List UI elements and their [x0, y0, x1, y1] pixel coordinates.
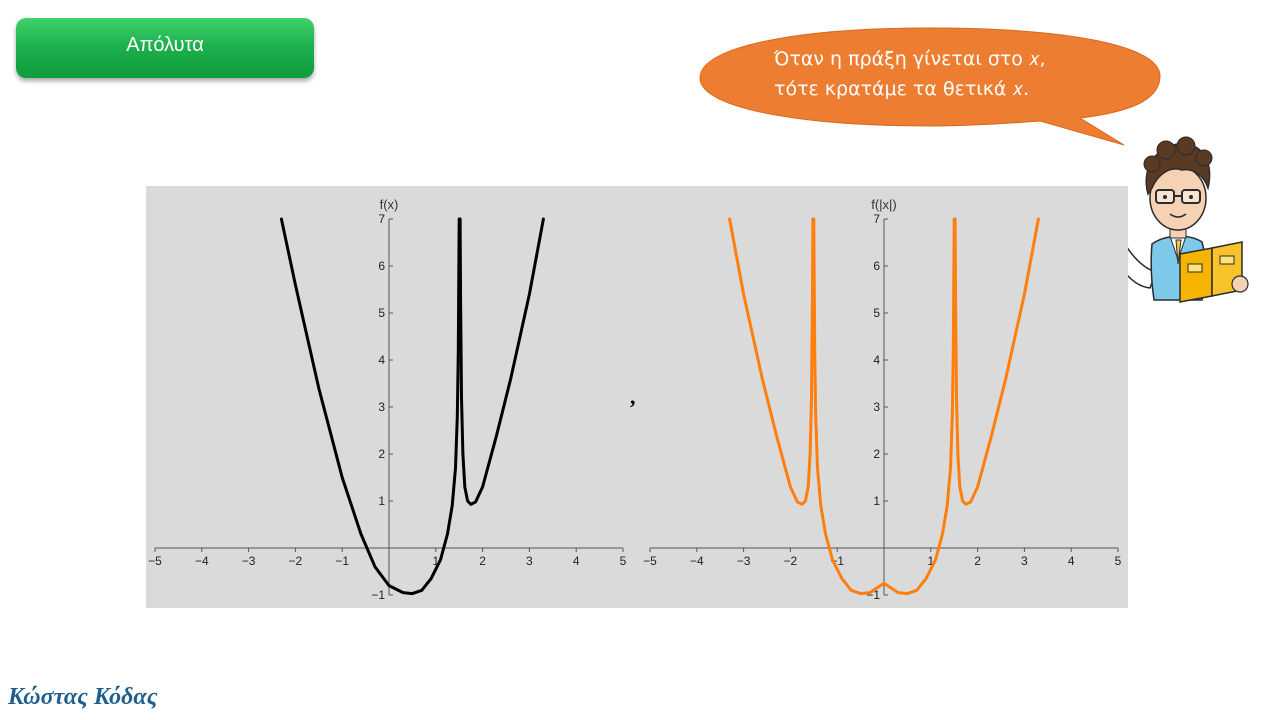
chart-1: −5 −4 −3 −2 −1 1 2 3 4 5 −1 1 2 3 4 5 6 7f(x)	[148, 197, 627, 602]
series-line-2	[458, 217, 545, 506]
title-label: Απόλυτα	[126, 33, 204, 56]
bubble-line-1: Όταν η πράξη γίνεται στο 𝑥,	[774, 48, 1046, 70]
y-axis-label: f(|x|)	[871, 197, 897, 212]
y-tick-label: 4	[378, 353, 385, 367]
author-signature: Κώστας Κόδας	[8, 684, 158, 710]
y-tick-label: 7	[378, 212, 385, 226]
speech-bubble-shape	[699, 27, 1161, 146]
x-tick-label: 4	[573, 554, 580, 568]
x-tick-label: 4	[1068, 554, 1075, 568]
title-button[interactable]: Απόλυτα	[16, 18, 314, 78]
x-tick-label: −1	[335, 554, 349, 568]
x-tick-label: −2	[784, 554, 798, 568]
y-tick-label: 5	[873, 306, 880, 320]
series-line-1	[279, 217, 461, 596]
y-tick-label: 1	[873, 494, 880, 508]
x-tick-label: −2	[289, 554, 303, 568]
y-tick-label: 7	[873, 212, 880, 226]
y-tick-label: 2	[873, 447, 880, 461]
x-tick-label: −3	[242, 554, 256, 568]
x-tick-label: 5	[1115, 554, 1122, 568]
x-tick-label: −4	[690, 554, 704, 568]
bubble-line-2: τότε κρατάμε τα θετικά 𝑥.	[774, 78, 1030, 100]
y-tick-label: 3	[873, 400, 880, 414]
x-tick-label: −5	[148, 554, 162, 568]
x-tick-label: 5	[620, 554, 627, 568]
y-tick-label: 2	[378, 447, 385, 461]
series-line-2	[812, 217, 956, 596]
x-tick-label: 1	[432, 554, 439, 568]
x-tick-label: 2	[479, 554, 486, 568]
x-tick-label: −4	[195, 554, 209, 568]
charts-separator: ,	[630, 384, 636, 409]
y-tick-label: 6	[873, 259, 880, 273]
y-tick-label: 1	[378, 494, 385, 508]
x-tick-label: 1	[927, 554, 934, 568]
series-line-1	[728, 217, 815, 506]
x-tick-label: 3	[526, 554, 533, 568]
x-tick-label: −3	[737, 554, 751, 568]
y-axis-label: f(x)	[380, 197, 399, 212]
x-tick-label: 3	[1021, 554, 1028, 568]
y-tick-label: 6	[378, 259, 385, 273]
series-line-3	[953, 217, 1040, 506]
x-tick-label: 2	[974, 554, 981, 568]
y-tick-label: 5	[378, 306, 385, 320]
x-tick-label: −5	[643, 554, 657, 568]
chart-panel	[146, 186, 1128, 608]
y-tick-label: 3	[378, 400, 385, 414]
y-tick-label: 4	[873, 353, 880, 367]
y-tick-label: −1	[371, 588, 385, 602]
speech-bubble-text: Όταν η πράξη γίνεται στο 𝑥, τότε κρατάμε…	[774, 44, 1104, 104]
